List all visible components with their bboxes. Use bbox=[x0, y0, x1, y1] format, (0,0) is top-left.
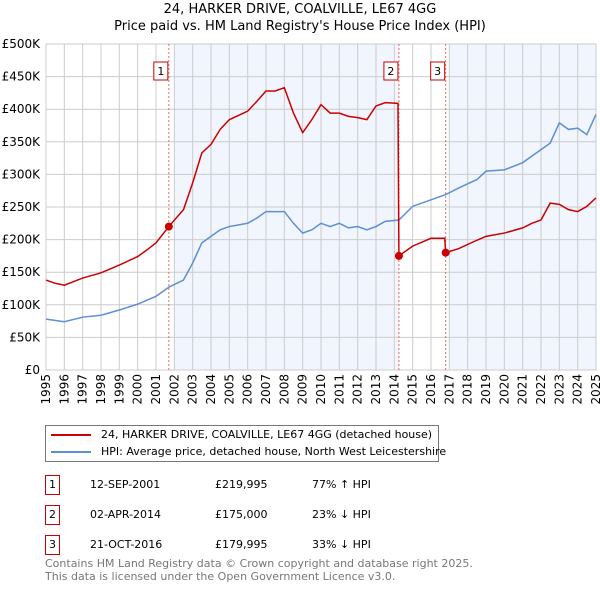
x-tick-label: 2008 bbox=[277, 374, 291, 405]
sale-row: 1 12-SEP-2001 £219,995 77% ↑ HPI bbox=[45, 475, 495, 497]
legend-swatch-property bbox=[51, 434, 91, 436]
sale-hpi-diff: 33% ↓ HPI bbox=[312, 538, 371, 551]
sale-label-box bbox=[153, 61, 169, 81]
x-tick-label: 2003 bbox=[186, 374, 200, 405]
x-tick-label: 2024 bbox=[571, 374, 585, 405]
x-tick-label: 2012 bbox=[351, 374, 365, 405]
x-tick-label: 2001 bbox=[149, 374, 163, 405]
x-tick-label: 2005 bbox=[222, 374, 236, 405]
chart-subtitle: Price paid vs. HM Land Registry's House … bbox=[114, 19, 486, 34]
sale-number: 2 bbox=[45, 505, 60, 525]
sale-hpi-diff: 23% ↓ HPI bbox=[312, 508, 371, 521]
x-tick-label: 2009 bbox=[296, 374, 310, 405]
series-line-hpi bbox=[45, 114, 597, 323]
x-tick-label: 2000 bbox=[131, 374, 145, 405]
x-tick-label: 2015 bbox=[406, 374, 420, 405]
x-tick-label: 2007 bbox=[259, 374, 273, 405]
x-tick-label: 2019 bbox=[479, 374, 493, 405]
sale-hpi-diff: 77% ↑ HPI bbox=[312, 478, 371, 491]
sale-point bbox=[164, 222, 173, 231]
y-tick-label: £400K bbox=[2, 102, 42, 116]
series-line-property bbox=[45, 86, 597, 287]
sale-label-box bbox=[430, 61, 446, 81]
x-tick-label: 2002 bbox=[167, 374, 181, 405]
x-tick-label: 2013 bbox=[369, 374, 383, 405]
x-tick-label: 2016 bbox=[424, 374, 438, 405]
sale-row: 3 21-OCT-2016 £179,995 33% ↓ HPI bbox=[45, 535, 495, 557]
sale-point bbox=[394, 251, 403, 260]
y-tick-label: £200K bbox=[2, 233, 42, 247]
x-tick-label: 2021 bbox=[516, 374, 530, 405]
legend: 24, HARKER DRIVE, COALVILLE, LE67 4GG (d… bbox=[45, 425, 446, 462]
legend-label-property: 24, HARKER DRIVE, COALVILLE, LE67 4GG (d… bbox=[101, 428, 433, 441]
sale-label-number: 1 bbox=[157, 65, 164, 78]
x-tick-label: 2006 bbox=[241, 374, 255, 405]
y-tick-label: £100K bbox=[2, 298, 42, 312]
x-tick-label: 1995 bbox=[39, 374, 53, 405]
x-tick-label: 2011 bbox=[332, 374, 346, 405]
sale-price: £219,995 bbox=[215, 478, 268, 491]
sale-price: £179,995 bbox=[215, 538, 268, 551]
y-tick-label: £250K bbox=[2, 200, 42, 214]
x-tick-label: 2017 bbox=[442, 374, 456, 405]
sale-label-number: 2 bbox=[387, 65, 394, 78]
sale-label-number: 3 bbox=[434, 65, 441, 78]
sale-price: £175,000 bbox=[215, 508, 268, 521]
sale-point bbox=[441, 248, 450, 257]
legend-label-hpi: HPI: Average price, detached house, Nort… bbox=[101, 445, 447, 458]
sale-date: 12-SEP-2001 bbox=[90, 478, 161, 491]
footer-line-1: Contains HM Land Registry data © Crown c… bbox=[45, 557, 473, 570]
x-tick-label: 2025 bbox=[589, 374, 600, 405]
y-tick-label: £350K bbox=[2, 135, 42, 149]
x-tick-label: 1998 bbox=[94, 374, 108, 405]
sale-number: 3 bbox=[45, 535, 60, 555]
chart-title: 24, HARKER DRIVE, COALVILLE, LE67 4GG bbox=[163, 2, 437, 17]
sale-date: 21-OCT-2016 bbox=[90, 538, 163, 551]
x-tick-label: 1999 bbox=[112, 374, 126, 405]
sale-number: 1 bbox=[45, 475, 60, 495]
y-tick-label: £0 bbox=[25, 363, 40, 377]
x-tick-label: 2022 bbox=[534, 374, 548, 405]
legend-swatch-hpi bbox=[51, 451, 91, 453]
x-tick-label: 2004 bbox=[204, 374, 218, 405]
y-tick-label: £50K bbox=[9, 330, 41, 344]
x-tick-label: 2020 bbox=[497, 374, 511, 405]
x-tick-label: 2018 bbox=[461, 374, 475, 405]
x-tick-label: 2014 bbox=[387, 374, 401, 405]
y-tick-label: £450K bbox=[2, 70, 42, 84]
x-tick-label: 1997 bbox=[76, 374, 90, 405]
sale-label-box bbox=[383, 61, 399, 81]
sale-date: 02-APR-2014 bbox=[90, 508, 162, 521]
footer-line-2: This data is licensed under the Open Gov… bbox=[45, 570, 396, 583]
plot-border bbox=[45, 43, 597, 371]
y-tick-label: £500K bbox=[2, 37, 42, 51]
plot-area: 1995 1996 1997 1998 1999 2000 2001 2002 2003 2004… bbox=[2, 37, 600, 405]
sale-row: 2 02-APR-2014 £175,000 23% ↓ HPI bbox=[45, 505, 495, 527]
x-tick-label: 2023 bbox=[552, 374, 566, 405]
y-tick-label: £150K bbox=[2, 265, 42, 279]
y-tick-label: £300K bbox=[2, 167, 42, 181]
x-tick-label: 1996 bbox=[57, 374, 71, 405]
x-tick-label: 2010 bbox=[314, 374, 328, 405]
